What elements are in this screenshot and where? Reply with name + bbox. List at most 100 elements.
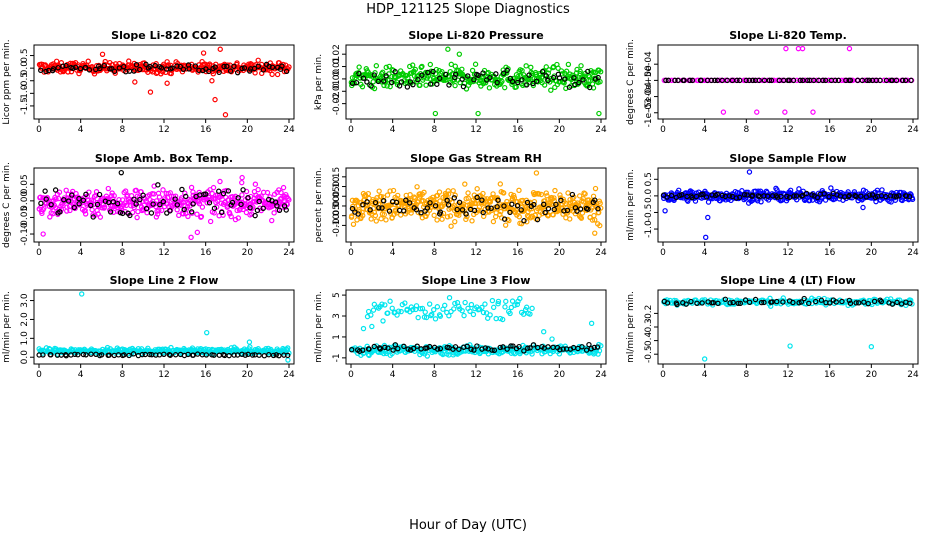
data-point <box>237 206 243 212</box>
outlier-point <box>533 170 540 176</box>
data-point <box>160 198 167 205</box>
data-point <box>489 347 495 353</box>
data-point <box>424 345 430 351</box>
data-point <box>452 300 458 307</box>
data-point <box>543 64 549 70</box>
data-point <box>82 211 89 217</box>
x-tick-label: 8 <box>431 125 437 135</box>
data-point <box>426 301 433 307</box>
data-point <box>828 185 834 191</box>
data-point <box>471 347 477 353</box>
data-point <box>822 77 829 84</box>
y-tick-label: -1.0 <box>20 84 30 102</box>
data-point <box>894 299 900 306</box>
outlier-point <box>118 169 124 176</box>
outlier-point <box>592 230 598 236</box>
data-point <box>228 213 234 220</box>
data-point <box>561 208 567 214</box>
data-point <box>539 68 546 75</box>
data-point <box>239 351 245 357</box>
data-point <box>365 202 371 208</box>
data-point <box>86 67 93 73</box>
x-tick-label: 20 <box>242 370 254 380</box>
y-tick-label: 0.02 <box>332 44 342 64</box>
data-point <box>269 64 276 70</box>
data-point <box>239 179 245 186</box>
data-point <box>355 211 361 217</box>
x-tick-label: 4 <box>390 248 396 258</box>
figure-xlabel: Hour of Day (UTC) <box>409 518 527 533</box>
data-point <box>188 209 195 215</box>
data-point <box>553 201 559 208</box>
data-point <box>766 77 773 84</box>
data-point <box>790 299 796 306</box>
data-point <box>688 298 694 305</box>
data-point <box>359 83 366 90</box>
data-point <box>48 352 54 358</box>
data-point <box>423 82 429 88</box>
y-tick-label: 3 <box>332 313 342 319</box>
data-point <box>525 345 531 351</box>
data-point <box>43 196 49 202</box>
data-point <box>504 346 510 352</box>
x-tick-label: 12 <box>158 370 169 380</box>
x-tick-label: 24 <box>595 125 607 135</box>
data-point <box>67 207 73 214</box>
data-point <box>866 77 873 84</box>
data-point <box>70 65 76 71</box>
data-point <box>538 191 545 198</box>
data-point <box>806 300 812 307</box>
data-point <box>576 79 582 86</box>
data-point <box>461 312 467 319</box>
y-axis-label: ml/min per min. <box>314 291 324 363</box>
data-point <box>499 215 505 221</box>
data-point <box>480 309 487 316</box>
data-point <box>94 201 101 208</box>
data-point <box>487 199 494 205</box>
data-point <box>524 219 530 225</box>
data-point <box>452 74 458 81</box>
data-point <box>385 310 391 316</box>
data-point <box>474 186 480 192</box>
data-point <box>148 210 155 216</box>
data-point <box>480 209 486 216</box>
data-point <box>349 213 355 219</box>
data-point <box>703 194 710 200</box>
data-point <box>734 77 740 84</box>
data-point <box>130 351 137 357</box>
data-point <box>203 352 210 358</box>
data-point <box>446 294 453 301</box>
data-point <box>206 68 212 75</box>
data-point <box>582 191 588 197</box>
data-point <box>908 77 914 84</box>
data-point <box>403 197 409 203</box>
data-point <box>285 345 291 351</box>
data-point <box>415 76 421 83</box>
data-point <box>227 211 233 217</box>
data-point <box>533 78 540 84</box>
series-1 <box>660 169 916 241</box>
data-point <box>256 198 262 205</box>
data-point <box>790 77 797 84</box>
data-point <box>583 347 590 353</box>
data-point <box>464 343 470 350</box>
data-point <box>514 202 521 209</box>
data-point <box>597 79 603 85</box>
data-point <box>877 77 883 84</box>
data-point <box>421 314 428 320</box>
data-point <box>756 77 762 84</box>
y-tick-label: -0.10 <box>332 213 342 237</box>
data-points <box>36 46 292 118</box>
x-tick-label: 16 <box>824 370 836 380</box>
data-point <box>752 188 759 194</box>
data-point <box>255 186 261 193</box>
data-point <box>121 63 127 70</box>
y-tick-label: -0.01 <box>332 80 342 103</box>
x-tick-label: 0 <box>36 248 42 258</box>
data-point <box>350 221 357 227</box>
data-point <box>385 345 391 351</box>
y-tick-label: 0.0 <box>644 188 654 203</box>
data-point <box>167 208 173 214</box>
data-point <box>586 341 592 348</box>
series-2 <box>349 191 601 224</box>
